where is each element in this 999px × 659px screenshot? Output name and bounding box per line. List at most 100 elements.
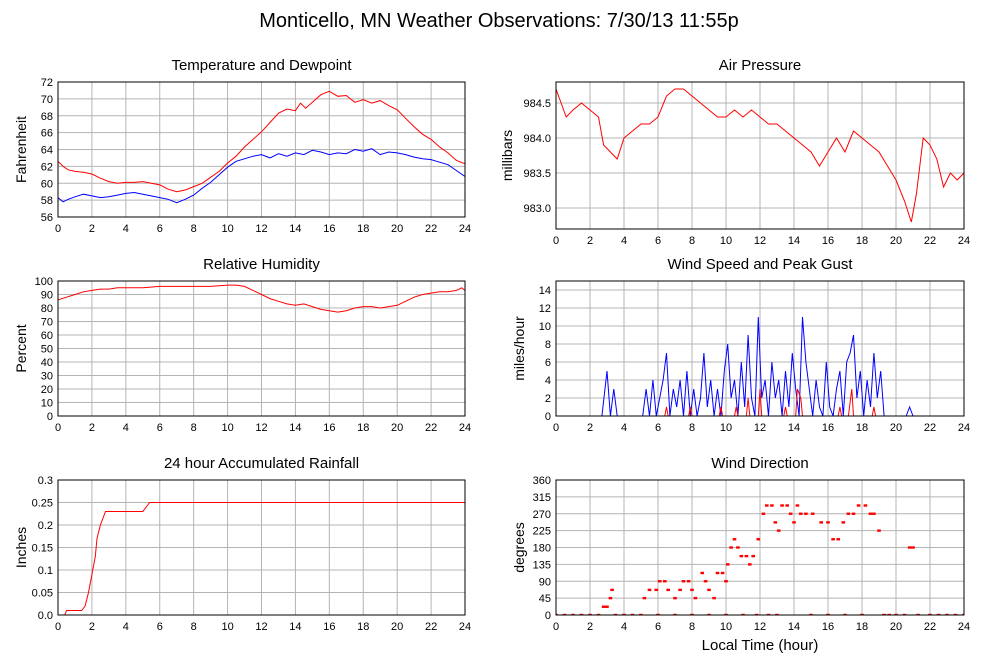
data-point [579, 613, 584, 615]
series-0 [556, 504, 964, 615]
x-tick-label: 22 [924, 235, 936, 247]
data-point [882, 613, 886, 615]
data-point [831, 538, 835, 541]
data-point [780, 504, 784, 507]
x-tick-label: 2 [89, 422, 95, 434]
x-tick-label: 16 [822, 235, 834, 247]
data-point [804, 512, 808, 515]
y-tick-label: 315 [533, 492, 551, 504]
data-point [720, 571, 725, 575]
x-tick-label: 24 [958, 235, 970, 247]
data-point [630, 613, 635, 615]
y-tick-label: 0.0 [38, 610, 53, 622]
x-tick-label: 0 [55, 422, 61, 434]
x-tick-label: 20 [391, 223, 403, 235]
data-point [622, 613, 626, 615]
data-point [761, 512, 766, 515]
data-point [613, 613, 618, 615]
data-point [610, 588, 614, 592]
data-point [690, 613, 694, 615]
data-point [748, 563, 752, 566]
x-tick-label: 6 [157, 422, 163, 434]
x-tick-label: 8 [191, 422, 197, 434]
x-tick-label: 20 [391, 422, 403, 434]
x-tick-label: 16 [822, 621, 834, 633]
y-tick-label: 66 [41, 128, 53, 140]
x-tick-label: 4 [621, 235, 627, 247]
x-tick-label: 22 [924, 422, 936, 434]
data-point [856, 504, 861, 507]
x-tick-label: 4 [123, 621, 129, 633]
data-point [792, 521, 796, 524]
x-tick-label: 8 [689, 621, 695, 633]
x-tick-label: 14 [289, 422, 301, 434]
x-tick-label: 4 [123, 223, 129, 235]
data-point [872, 512, 876, 515]
y-tick-label: 56 [41, 212, 53, 224]
plot-frame [57, 479, 466, 616]
data-point [751, 554, 755, 558]
x-tick-label: 24 [459, 422, 471, 434]
y-axis-label: Percent [13, 324, 29, 372]
y-tick-label: 20 [41, 384, 53, 396]
y-tick-label: 0.3 [38, 475, 53, 487]
y-axis-label: Fahrenheit [13, 116, 29, 183]
x-tick-label: 20 [890, 235, 902, 247]
data-point [916, 613, 920, 615]
plot-frame [57, 280, 466, 417]
y-axis-label: miles/hour [511, 316, 527, 381]
data-point [744, 554, 749, 558]
y-tick-label: 984.0 [523, 133, 551, 145]
data-point [788, 512, 793, 515]
x-axis-title: Local Time (hour) [702, 637, 819, 654]
x-tick-label: 22 [425, 621, 437, 633]
x-tick-label: 0 [55, 223, 61, 235]
data-point [732, 538, 737, 541]
y-tick-label: 0.15 [32, 543, 53, 555]
y-tick-label: 6 [545, 357, 551, 369]
x-tick-label: 24 [958, 621, 970, 633]
data-point [863, 504, 868, 507]
y-tick-label: 100 [35, 276, 53, 288]
plot-frame [555, 81, 965, 230]
y-tick-label: 4 [545, 375, 551, 387]
data-point [754, 613, 759, 615]
data-point [846, 512, 851, 515]
y-tick-label: 984.5 [523, 98, 551, 110]
x-tick-label: 8 [689, 235, 695, 247]
y-tick-label: 58 [41, 195, 53, 207]
data-point [877, 529, 881, 532]
data-point [736, 546, 740, 549]
y-tick-label: 80 [41, 303, 53, 315]
data-point [826, 521, 830, 524]
x-tick-label: 0 [553, 621, 559, 633]
data-point [868, 512, 873, 515]
data-point [765, 504, 769, 507]
chart-title: Temperature and Dewpoint [171, 57, 352, 74]
y-tick-label: 0.25 [32, 498, 53, 510]
x-tick-label: 12 [255, 621, 267, 633]
data-point [724, 580, 728, 583]
y-tick-label: 0.2 [38, 520, 53, 532]
y-tick-label: 0 [47, 411, 53, 423]
x-tick-label: 22 [924, 621, 936, 633]
y-tick-label: 360 [533, 475, 551, 487]
y-tick-label: 10 [539, 321, 551, 333]
y-tick-label: 14 [539, 285, 551, 297]
series-line-0 [58, 502, 465, 615]
x-tick-label: 16 [822, 422, 834, 434]
plot-frame [555, 280, 965, 417]
data-point [773, 521, 778, 524]
y-tick-label: 72 [41, 77, 53, 89]
x-tick-label: 2 [587, 422, 593, 434]
x-tick-label: 10 [720, 235, 732, 247]
x-tick-label: 18 [856, 235, 868, 247]
x-tick-label: 2 [89, 621, 95, 633]
data-point [693, 596, 698, 600]
x-tick-label: 14 [289, 621, 301, 633]
x-tick-label: 18 [357, 621, 369, 633]
chart-title: Wind Speed and Peak Gust [667, 256, 853, 273]
data-point [703, 580, 708, 583]
